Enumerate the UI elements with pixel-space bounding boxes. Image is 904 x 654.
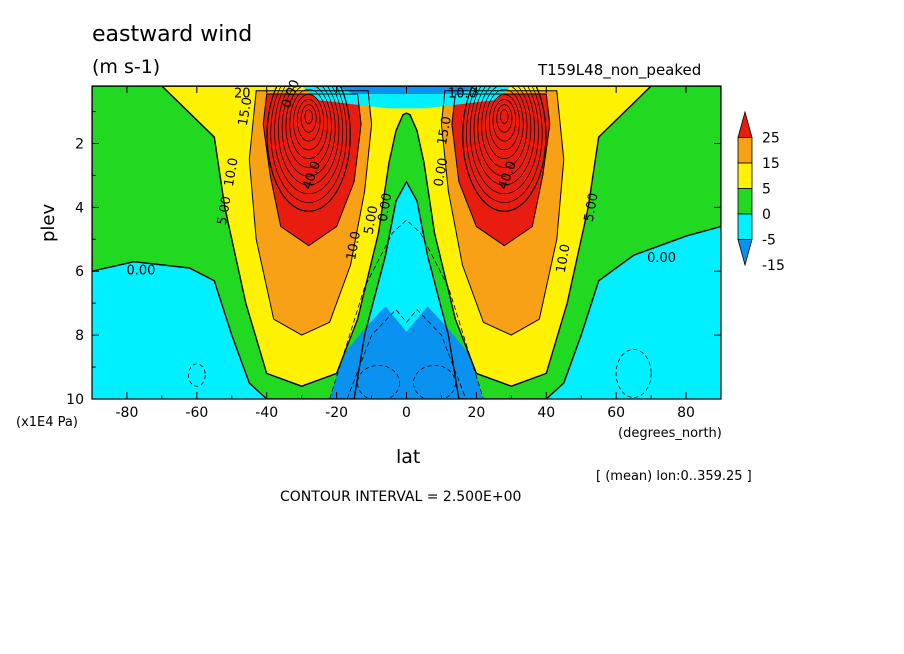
jet-contour-south <box>304 109 313 124</box>
jet-contour-south <box>285 86 332 168</box>
contour-negative-closed <box>413 365 456 399</box>
contour-band-north <box>451 93 551 247</box>
contour-label: 0.00 <box>647 251 676 266</box>
colorbar-segment <box>737 188 753 215</box>
contour-negative <box>346 308 467 399</box>
y-tick-label: 6 <box>75 264 84 280</box>
contour-band-south <box>262 93 362 247</box>
jet-contour-north <box>485 89 524 160</box>
colorbar: 25 15 5 0 -5 -15 <box>737 110 785 274</box>
jet-contour-south <box>266 86 351 212</box>
y-tick-label: 10 <box>66 392 84 408</box>
x-tick-label: 20 <box>467 405 485 421</box>
x-axis-label: lat <box>396 446 421 468</box>
contour-zero <box>92 86 721 399</box>
chart-units: (m s-1) <box>92 56 161 78</box>
colorbar-label: 15 <box>762 156 780 172</box>
contour-5 <box>160 86 653 387</box>
x-axis-units: (degrees_north) <box>618 426 722 441</box>
colorbar-bottom-arrow <box>737 239 753 267</box>
y-axis-label: plev <box>38 203 59 242</box>
jet-contour-south <box>270 86 347 203</box>
contour-label: 15.0 <box>435 115 455 146</box>
colorbar-label: 0 <box>762 207 771 223</box>
chart-title: eastward wind <box>92 22 253 47</box>
contour-label: 15.0 <box>236 96 256 127</box>
jet-contour-north <box>462 86 547 212</box>
contour-negative-closed <box>188 363 206 387</box>
contour-label: 0.00 <box>126 264 155 279</box>
jet-contour-north <box>496 104 513 133</box>
run-name: T159L48_non_peaked <box>538 61 702 79</box>
jet-contour-north <box>492 99 517 142</box>
y-axis: 2 4 6 8 10 <box>66 111 721 408</box>
contour-label: 10.0 <box>222 157 242 188</box>
colorbar-segment <box>737 162 753 189</box>
x-axis: -80 -60 -40 -20 0 20 40 60 80 <box>91 86 722 421</box>
contour-label: 20 <box>234 86 251 101</box>
y-tick-label: 2 <box>75 136 84 152</box>
x-tick-label: -40 <box>255 405 278 421</box>
contour-band-north <box>440 90 565 336</box>
region-red-south <box>263 94 362 246</box>
x-tick-label: 0 <box>402 405 411 421</box>
region-negative-deep <box>329 306 484 399</box>
longitude-mean-note: [ (mean) lon:0..359.25 ] <box>596 469 752 484</box>
colorbar-top-arrow <box>737 110 753 138</box>
colorbar-label: -5 <box>762 233 776 249</box>
colorbar-label: 25 <box>762 131 780 147</box>
contour-band-south <box>248 90 373 336</box>
y-axis-units: (x1E4 Pa) <box>16 415 78 430</box>
x-tick-label: 60 <box>607 405 625 421</box>
colorbar-segment <box>737 137 753 164</box>
contour-fills <box>92 86 721 399</box>
y-tick-label: 8 <box>75 328 84 344</box>
x-tick-label: -80 <box>116 405 139 421</box>
contour-lines <box>92 86 721 399</box>
contour-label: 5.00 <box>582 192 602 223</box>
contour-label: 10.0 <box>344 230 364 261</box>
contour-negative-closed <box>615 349 652 398</box>
x-tick-label: 80 <box>677 405 695 421</box>
colorbar-segment <box>737 213 753 240</box>
jet-contour-north <box>466 86 543 203</box>
jet-contour-north <box>500 109 509 124</box>
jet-contour-south <box>281 86 336 177</box>
contour-interval: CONTOUR INTERVAL = 2.500E+00 <box>280 489 522 505</box>
contour-label: 10.0 <box>448 86 477 101</box>
region-red-north <box>451 94 550 246</box>
contour-label: 0.00 <box>376 192 396 223</box>
colorbar-label: 5 <box>762 182 771 198</box>
jet-contour-north <box>477 86 532 177</box>
jet-contour-south <box>278 86 340 186</box>
contour-label: 5.00 <box>215 195 235 226</box>
jet-contour-north <box>469 86 539 195</box>
jet-contour-north <box>481 86 528 168</box>
contour-label: 0.00 <box>432 157 452 188</box>
x-tick-label: -60 <box>185 405 208 421</box>
jet-contour-north <box>473 86 535 186</box>
x-tick-label: 40 <box>537 405 555 421</box>
contour-label: 5.00 <box>362 205 382 236</box>
contour-negative-closed <box>357 365 400 399</box>
jet-contour-south <box>296 99 321 142</box>
contour-label: 10.0 <box>554 243 574 274</box>
jet-contour-south <box>300 104 317 133</box>
jet-contour-south <box>289 89 328 160</box>
jet-contour-south <box>274 86 344 195</box>
x-tick-label: -20 <box>325 405 348 421</box>
y-tick-label: 4 <box>75 200 84 216</box>
colorbar-label: -15 <box>762 258 785 274</box>
